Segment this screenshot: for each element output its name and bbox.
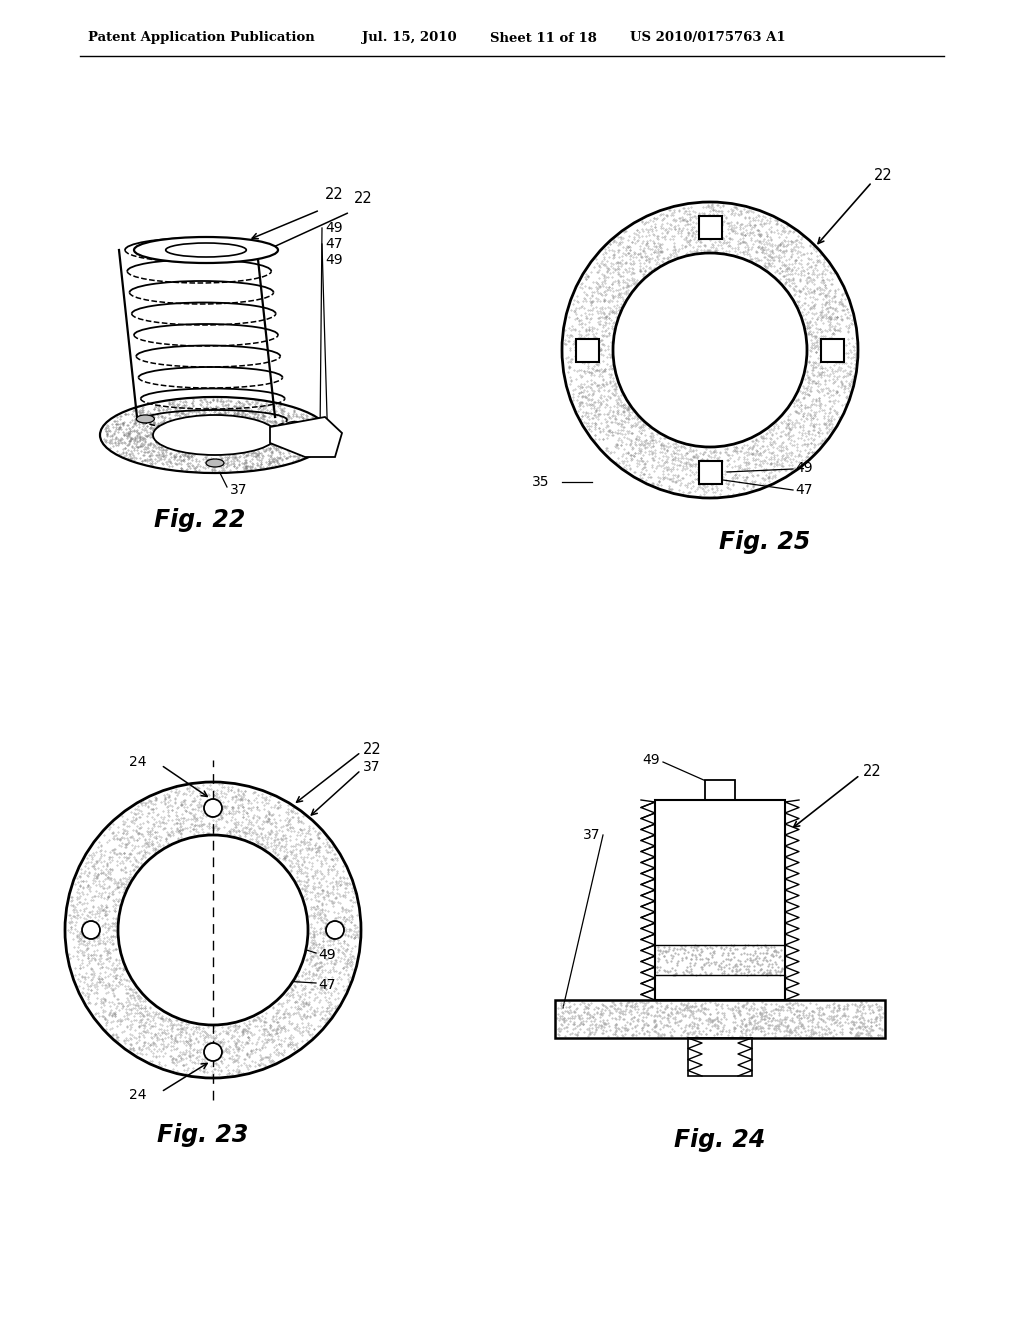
- Text: Patent Application Publication: Patent Application Publication: [88, 32, 314, 45]
- Text: 37: 37: [362, 760, 381, 774]
- Text: 49: 49: [325, 253, 343, 267]
- Text: 49: 49: [325, 220, 343, 235]
- Text: Jul. 15, 2010: Jul. 15, 2010: [362, 32, 457, 45]
- Text: 22: 22: [325, 187, 344, 202]
- Bar: [698, 216, 722, 239]
- Text: 49: 49: [795, 461, 813, 475]
- Bar: [698, 461, 722, 484]
- Ellipse shape: [286, 421, 304, 429]
- Text: 35: 35: [532, 475, 550, 488]
- Circle shape: [204, 1043, 222, 1061]
- Bar: [655, 800, 785, 1001]
- Text: 49: 49: [318, 948, 336, 962]
- Bar: [688, 1038, 752, 1076]
- Circle shape: [82, 921, 100, 939]
- Text: Fig. 22: Fig. 22: [155, 508, 246, 532]
- Circle shape: [204, 799, 222, 817]
- Text: 47: 47: [318, 978, 336, 993]
- Bar: [575, 338, 599, 362]
- Polygon shape: [270, 417, 342, 457]
- Text: 22: 22: [874, 168, 893, 182]
- Ellipse shape: [136, 414, 155, 422]
- Text: 24: 24: [129, 1088, 146, 1102]
- Text: 24: 24: [129, 755, 146, 770]
- Ellipse shape: [134, 238, 278, 263]
- Bar: [705, 780, 735, 800]
- Text: 47: 47: [325, 238, 342, 251]
- Text: Fig. 24: Fig. 24: [675, 1129, 766, 1152]
- Circle shape: [613, 253, 807, 447]
- Text: Sheet 11 of 18: Sheet 11 of 18: [490, 32, 597, 45]
- Text: US 2010/0175763 A1: US 2010/0175763 A1: [630, 32, 785, 45]
- Text: Fig. 23: Fig. 23: [158, 1123, 249, 1147]
- Ellipse shape: [153, 414, 278, 455]
- Text: 22: 22: [354, 191, 373, 206]
- Bar: [821, 338, 844, 362]
- Text: 49: 49: [642, 752, 660, 767]
- Circle shape: [118, 836, 308, 1026]
- Text: Fig. 25: Fig. 25: [719, 531, 811, 554]
- Text: 37: 37: [230, 483, 248, 498]
- Ellipse shape: [206, 459, 224, 467]
- Bar: [555, 1001, 885, 1038]
- Text: 22: 22: [863, 764, 882, 780]
- Text: 37: 37: [583, 828, 600, 842]
- Circle shape: [326, 921, 344, 939]
- Text: 22: 22: [362, 742, 382, 758]
- Text: 47: 47: [795, 483, 812, 498]
- Bar: [655, 800, 785, 1001]
- Ellipse shape: [166, 243, 247, 257]
